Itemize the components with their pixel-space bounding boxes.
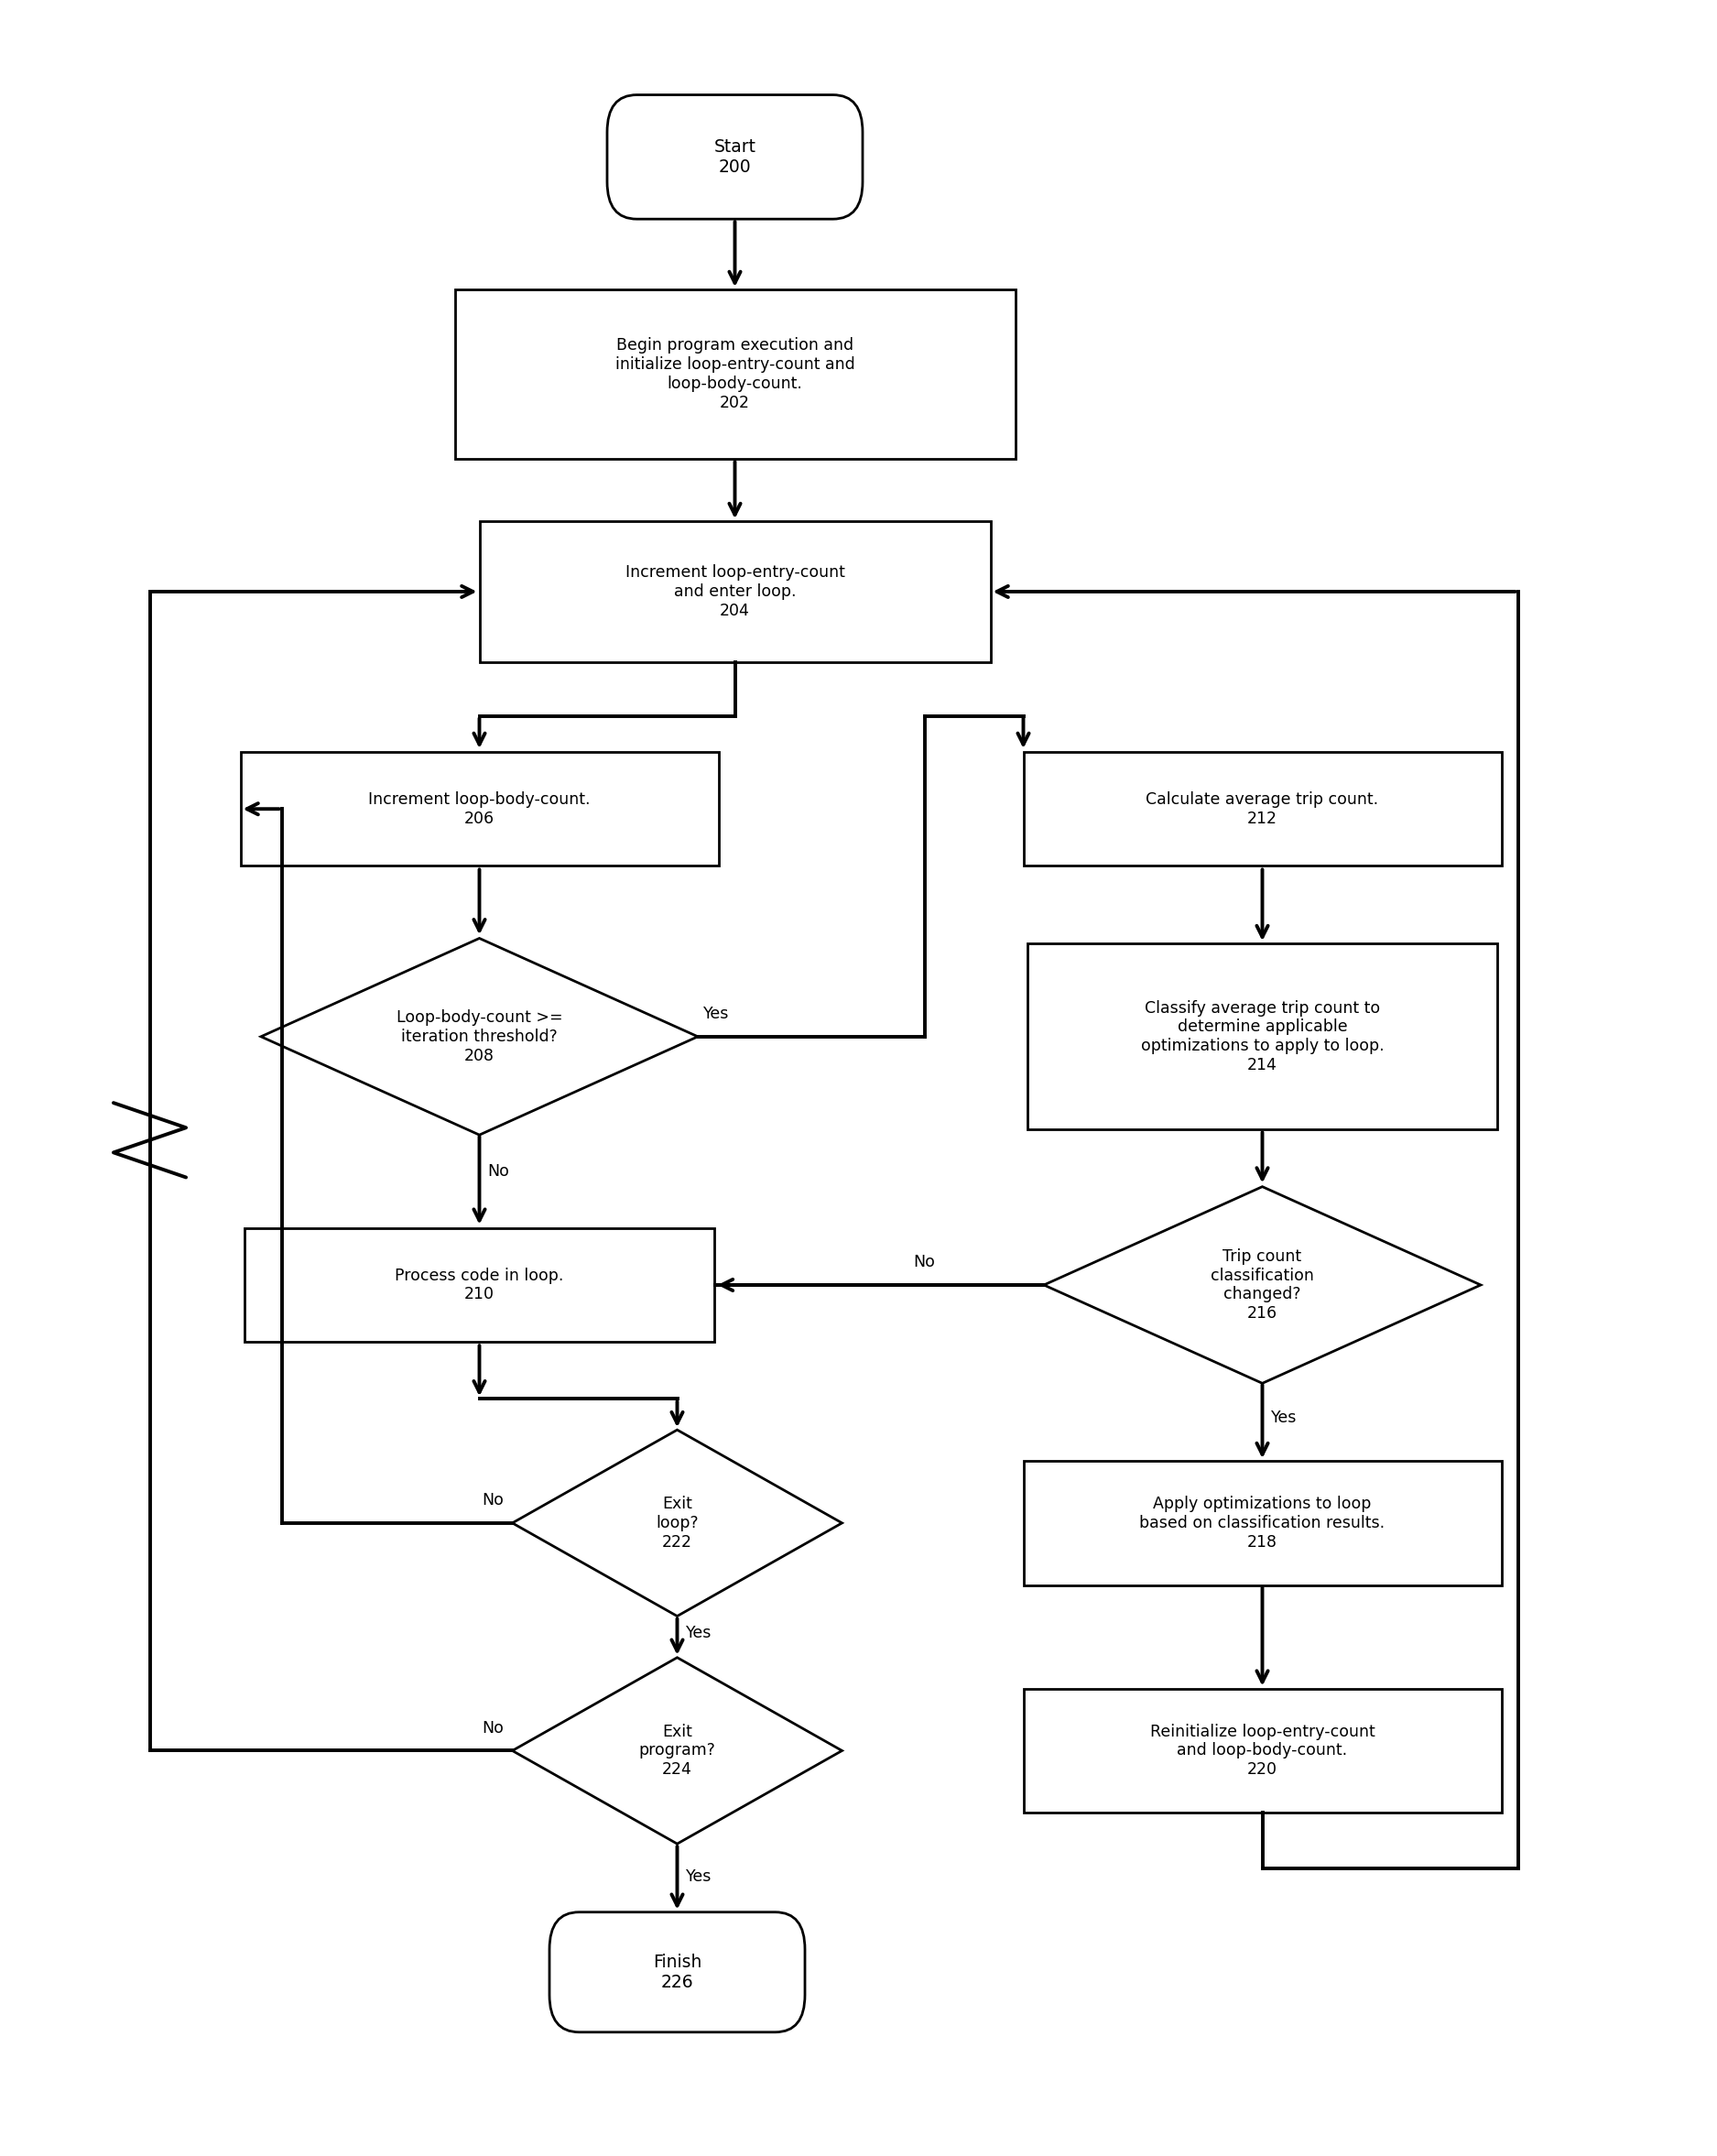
- Text: Yes: Yes: [704, 1005, 730, 1022]
- Text: Apply optimizations to loop
based on classification results.
218: Apply optimizations to loop based on cla…: [1140, 1496, 1386, 1550]
- Text: Yes: Yes: [685, 1623, 711, 1641]
- Text: Yes: Yes: [1271, 1410, 1296, 1425]
- Bar: [244, 1229, 714, 1341]
- Text: Classify average trip count to
determine applicable
optimizations to apply to lo: Classify average trip count to determine…: [1140, 1000, 1384, 1074]
- Text: Trip count
classification
changed?
216: Trip count classification changed? 216: [1210, 1248, 1314, 1322]
- Bar: [455, 289, 1015, 459]
- Text: Increment loop-entry-count
and enter loop.
204: Increment loop-entry-count and enter loo…: [625, 565, 845, 619]
- Text: Exit
loop?
222: Exit loop? 222: [656, 1496, 699, 1550]
- Text: Calculate average trip count.
212: Calculate average trip count. 212: [1145, 791, 1379, 826]
- Text: Start
200: Start 200: [714, 138, 755, 177]
- Text: Finish
226: Finish 226: [652, 1953, 702, 1990]
- Polygon shape: [512, 1429, 841, 1617]
- Text: No: No: [913, 1255, 936, 1270]
- Text: Begin program execution and
initialize loop-entry-count and
loop-body-count.
202: Begin program execution and initialize l…: [615, 338, 855, 412]
- FancyBboxPatch shape: [608, 95, 862, 220]
- Polygon shape: [261, 938, 697, 1134]
- Text: Exit
program?
224: Exit program? 224: [639, 1723, 716, 1779]
- Text: Increment loop-body-count.
206: Increment loop-body-count. 206: [369, 791, 591, 826]
- Text: Process code in loop.
210: Process code in loop. 210: [395, 1268, 563, 1302]
- Bar: [1023, 1688, 1501, 1813]
- Polygon shape: [1044, 1186, 1480, 1384]
- Bar: [1023, 752, 1501, 867]
- Text: Loop-body-count >=
iteration threshold?
208: Loop-body-count >= iteration threshold? …: [397, 1009, 563, 1063]
- Text: Yes: Yes: [685, 1869, 711, 1884]
- Bar: [1027, 944, 1497, 1130]
- Text: No: No: [482, 1720, 505, 1736]
- Text: No: No: [488, 1162, 510, 1179]
- Text: Reinitialize loop-entry-count
and loop-body-count.
220: Reinitialize loop-entry-count and loop-b…: [1150, 1723, 1375, 1779]
- FancyBboxPatch shape: [549, 1912, 805, 2033]
- Polygon shape: [512, 1658, 841, 1843]
- Text: No: No: [482, 1492, 505, 1509]
- Bar: [479, 522, 991, 662]
- Bar: [240, 752, 718, 867]
- Bar: [1023, 1462, 1501, 1585]
